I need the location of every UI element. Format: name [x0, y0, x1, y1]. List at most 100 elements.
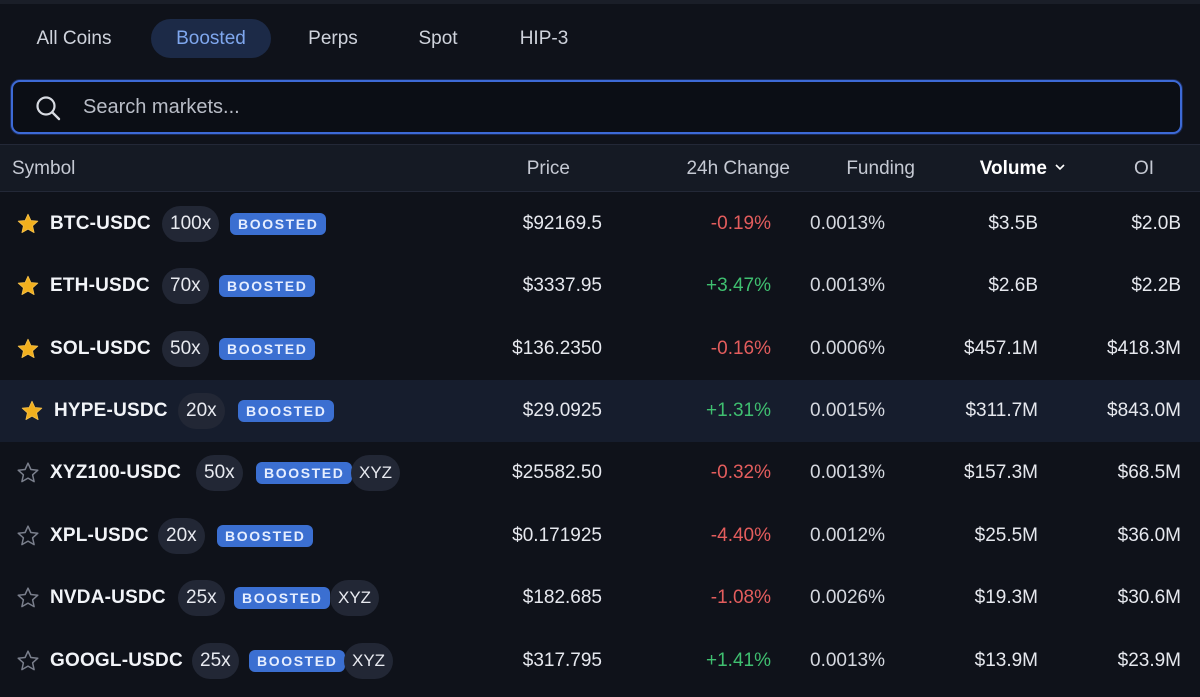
search-box[interactable] [11, 80, 1182, 134]
volume-value: $3.5B [988, 213, 1038, 234]
symbol-label: XYZ100-USDC [50, 462, 182, 483]
price-value: $25582.50 [512, 462, 602, 483]
column-header-funding[interactable]: Funding [846, 158, 915, 179]
table-row[interactable]: NVDA-USDC 25x BOOSTED XYZ $182.685 -1.08% 0.00… [0, 567, 1200, 629]
symbol-label: SOL-USDC [50, 338, 151, 359]
dex-tag-badge: XYZ [351, 455, 401, 491]
oi-value: $843.0M [1107, 400, 1181, 421]
star-outline-icon[interactable] [16, 586, 40, 610]
oi-value: $2.0B [1131, 213, 1181, 234]
star-outline-icon[interactable] [16, 461, 40, 485]
price-value: $182.685 [522, 587, 602, 608]
tab-perps[interactable]: Perps [308, 28, 358, 49]
dex-tag-badge: XYZ [330, 580, 380, 616]
star-filled-icon[interactable] [16, 212, 40, 236]
boosted-badge: BOOSTED [256, 462, 353, 484]
symbol-label: GOOGL-USDC [50, 650, 183, 671]
search-icon [36, 96, 61, 121]
star-outline-icon[interactable] [16, 524, 40, 548]
divider [0, 144, 1200, 145]
table-row[interactable]: ETH-USDC 70x BOOSTED $3337.95 +3.47% 0.0013% $… [0, 255, 1200, 317]
leverage-badge: 50x [162, 331, 209, 367]
volume-value: $19.3M [974, 587, 1038, 608]
symbol-label: XPL-USDC [50, 525, 149, 546]
search-input[interactable] [83, 90, 1163, 124]
funding-value: 0.0013% [810, 462, 886, 483]
oi-value: $23.9M [1117, 650, 1181, 671]
price-value: $136.2350 [512, 338, 602, 359]
column-header-price[interactable]: Price [526, 158, 570, 179]
column-header-24h-change[interactable]: 24h Change [686, 158, 790, 179]
bottom-edge [0, 690, 1200, 697]
price-value: $0.171925 [512, 525, 602, 546]
boosted-badge: BOOSTED [217, 525, 314, 547]
column-header-volume[interactable]: Volume [930, 145, 1065, 192]
leverage-badge: 25x [178, 580, 225, 616]
oi-value: $2.2B [1131, 275, 1181, 296]
change-value: -1.08% [710, 587, 771, 608]
column-header-oi[interactable]: OI [1133, 158, 1154, 179]
boosted-badge: BOOSTED [249, 650, 346, 672]
symbol-label: BTC-USDC [50, 213, 151, 234]
change-value: -0.16% [710, 338, 771, 359]
tab-boosted[interactable]: Boosted [151, 19, 271, 58]
funding-value: 0.0013% [810, 275, 886, 296]
symbol-label: NVDA-USDC [50, 587, 166, 608]
table-row[interactable]: HYPE-USDC 20x BOOSTED $29.0925 +1.31% 0.0015%… [0, 380, 1200, 442]
oi-value: $418.3M [1107, 338, 1181, 359]
tab-all-coins[interactable]: All Coins [36, 28, 112, 49]
oi-value: $36.0M [1117, 525, 1181, 546]
change-value: +1.31% [706, 400, 771, 421]
table-row[interactable]: GOOGL-USDC 25x BOOSTED XYZ $317.795 +1.41% 0.0… [0, 630, 1200, 692]
change-value: -0.32% [710, 462, 771, 483]
volume-value: $157.3M [964, 462, 1038, 483]
table-row[interactable]: BTC-USDC 100x BOOSTED $92169.5 -0.19% 0.0013%… [0, 193, 1200, 255]
table-row[interactable]: SOL-USDC 50x BOOSTED $136.2350 -0.16% 0.0006%… [0, 318, 1200, 380]
volume-value: $13.9M [974, 650, 1038, 671]
change-value: +3.47% [706, 275, 771, 296]
column-header-volume-label: Volume [979, 158, 1047, 179]
table-header: Symbol Price 24h Change Funding Volume O… [0, 145, 1200, 192]
volume-value: $457.1M [964, 338, 1038, 359]
oi-value: $68.5M [1117, 462, 1181, 483]
symbol-label: HYPE-USDC [54, 400, 168, 421]
chevron-down-icon [1055, 164, 1065, 171]
funding-value: 0.0015% [810, 400, 886, 421]
star-filled-icon[interactable] [16, 337, 40, 361]
funding-value: 0.0026% [810, 587, 886, 608]
funding-value: 0.0013% [810, 650, 886, 671]
leverage-badge: 20x [158, 518, 205, 554]
change-value: -0.19% [710, 213, 771, 234]
price-value: $3337.95 [522, 275, 602, 296]
star-outline-icon[interactable] [16, 649, 40, 673]
leverage-badge: 25x [192, 643, 239, 679]
price-value: $317.795 [522, 650, 602, 671]
table-row[interactable]: XPL-USDC 20x BOOSTED $0.171925 -4.40% 0.0012%… [0, 505, 1200, 567]
leverage-badge: 20x [178, 393, 225, 429]
table-row[interactable]: XYZ100-USDC 50x BOOSTED XYZ $25582.50 -0.32% 0… [0, 442, 1200, 504]
tab-hip-3[interactable]: HIP-3 [519, 28, 569, 49]
symbol-label: ETH-USDC [50, 275, 150, 296]
price-value: $29.0925 [522, 400, 602, 421]
star-filled-icon[interactable] [20, 399, 44, 423]
tab-spot[interactable]: Spot [418, 28, 458, 49]
star-filled-icon[interactable] [16, 274, 40, 298]
volume-value: $311.7M [965, 400, 1038, 421]
boosted-badge: BOOSTED [234, 587, 331, 609]
funding-value: 0.0013% [810, 213, 886, 234]
boosted-badge: BOOSTED [219, 338, 316, 360]
volume-value: $2.6B [988, 275, 1038, 296]
dex-tag-badge: XYZ [344, 643, 394, 679]
column-header-symbol[interactable]: Symbol [12, 158, 76, 179]
boosted-badge: BOOSTED [219, 275, 316, 297]
oi-value: $30.6M [1117, 587, 1181, 608]
top-border [0, 0, 1200, 4]
boosted-badge: BOOSTED [238, 400, 335, 422]
price-value: $92169.5 [522, 213, 602, 234]
boosted-badge: BOOSTED [230, 213, 327, 235]
market-tabs: All Coins Boosted Perps Spot HIP-3 [0, 19, 1200, 58]
funding-value: 0.0006% [810, 338, 886, 359]
funding-value: 0.0012% [810, 525, 886, 546]
leverage-badge: 70x [162, 268, 209, 304]
change-value: -4.40% [710, 525, 771, 546]
